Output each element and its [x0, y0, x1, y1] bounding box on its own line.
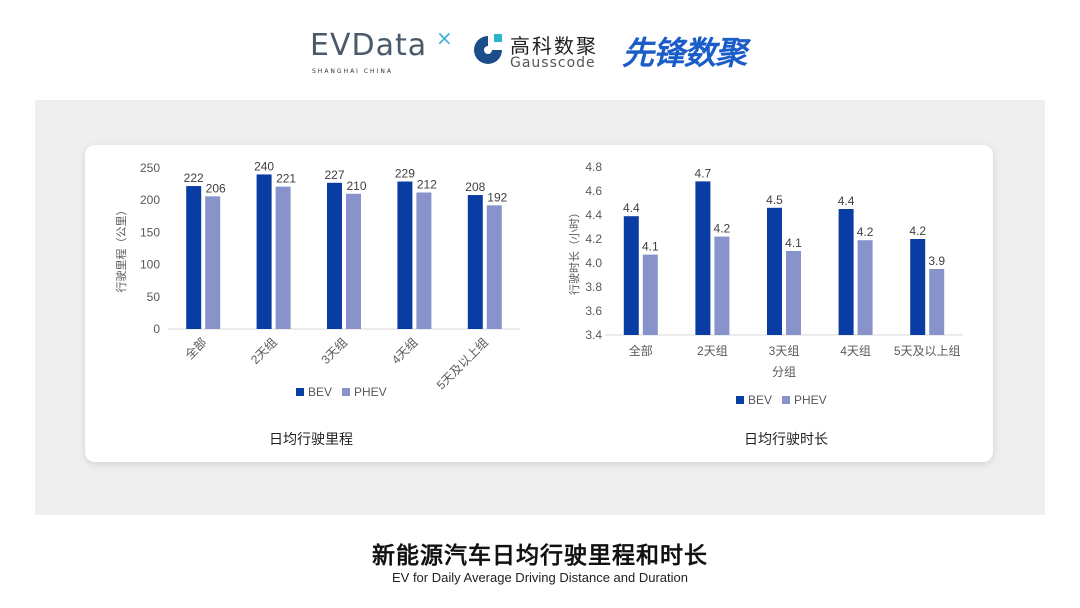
data-label-bev: 4.7: [695, 166, 712, 180]
bar-phev: [486, 205, 502, 329]
page-subtitle: EV for Daily Average Driving Distance an…: [391, 570, 689, 585]
bar-phev: [275, 186, 291, 329]
data-label-phev: 4.2: [714, 222, 731, 236]
legend-label-phev: PHEV: [354, 385, 387, 399]
bar-phev: [642, 254, 658, 335]
bar-phev: [205, 196, 221, 329]
bar-phev: [786, 251, 801, 335]
x-tick-label: 4天组: [389, 335, 421, 367]
legend-label-bev: BEV: [748, 393, 772, 407]
data-label-bev: 208: [465, 180, 485, 194]
data-label-phev: 212: [417, 177, 437, 191]
data-label-phev: 4.2: [857, 225, 874, 239]
gausscode-cn: 高科数聚: [510, 34, 598, 58]
bar-bev: [623, 216, 639, 335]
bar-bev: [767, 207, 782, 335]
legend-swatch-bev: [736, 396, 744, 404]
data-label-bev: 229: [395, 167, 415, 181]
y-tick-label: 3.6: [585, 304, 602, 318]
bar-phev: [346, 193, 361, 329]
bar-bev: [327, 182, 342, 329]
evdata-logo-sub: SHANGHAI CHINA: [312, 68, 393, 75]
bar-bev: [256, 174, 272, 329]
y-tick-label: 4.2: [585, 232, 602, 246]
x-tick-label: 5天及以上组: [434, 335, 491, 392]
y-tick-label: 4.0: [585, 256, 602, 270]
xianfeng-logo: 先锋数聚: [622, 28, 747, 74]
data-label-bev: 4.4: [838, 194, 855, 208]
bar-bev: [467, 195, 483, 329]
chart-title-distance: 日均行驶里程: [269, 432, 353, 448]
data-label-bev: 222: [184, 171, 204, 185]
data-label-bev: 4.2: [909, 224, 926, 238]
x-tick-label: 2天组: [697, 344, 728, 358]
evdata-logo: EVData × SHANGHAI CHINA: [310, 26, 455, 76]
legend-swatch-phev: [782, 396, 790, 404]
x-tick-label: 3天组: [319, 335, 351, 367]
data-label-phev: 192: [487, 190, 507, 204]
y-axis-label: 行驶时长（小时）: [567, 207, 581, 295]
x-axis-label: 分组: [772, 365, 796, 379]
y-axis-label: 行驶里程（公里）: [114, 205, 128, 293]
y-tick-label: 150: [140, 225, 160, 239]
data-label-phev: 4.1: [642, 240, 659, 254]
data-label-phev: 206: [206, 181, 226, 195]
legend-swatch-bev: [296, 388, 304, 396]
data-label-bev: 240: [254, 159, 274, 173]
y-tick-label: 4.8: [585, 160, 602, 174]
gausscode-mark-icon: [474, 34, 502, 64]
x-tick-label: 全部: [629, 343, 653, 358]
legend-swatch-phev: [342, 388, 350, 396]
bar-bev: [910, 239, 926, 335]
data-label-bev: 4.4: [623, 201, 640, 215]
y-tick-label: 3.4: [585, 328, 602, 342]
data-label-phev: 3.9: [928, 254, 945, 268]
gausscode-en: Gausscode: [510, 55, 596, 71]
legend-label-bev: BEV: [308, 385, 332, 399]
y-tick-label: 50: [147, 290, 161, 304]
x-tick-label: 3天组: [769, 344, 800, 358]
y-tick-label: 4.4: [585, 208, 602, 222]
evdata-x-icon: ×: [436, 26, 453, 50]
bar-bev: [397, 181, 413, 329]
bar-phev: [929, 269, 945, 335]
y-tick-label: 0: [153, 322, 160, 336]
evdata-logo-text: EVData: [310, 28, 428, 63]
y-tick-label: 4.6: [585, 184, 602, 198]
xianfeng-logo-text: 先锋数聚: [622, 34, 747, 72]
gausscode-logo: 高科数聚 Gausscode: [470, 30, 610, 74]
data-label-bev: 227: [324, 168, 344, 182]
x-tick-label: 4天组: [840, 344, 871, 358]
y-tick-label: 3.8: [585, 280, 602, 294]
x-tick-label: 5天及以上组: [894, 344, 961, 358]
data-label-phev: 221: [276, 172, 296, 186]
bar-bev: [838, 209, 854, 335]
y-tick-label: 200: [140, 193, 160, 207]
x-tick-label: 全部: [182, 335, 210, 363]
data-label-bev: 4.5: [766, 193, 783, 207]
logo-bar: EVData × SHANGHAI CHINA 高科数聚 Gausscode 先…: [0, 24, 1080, 76]
bar-bev: [695, 181, 711, 335]
bar-phev: [714, 236, 730, 335]
data-label-phev: 210: [346, 179, 366, 193]
x-tick-label: 2天组: [248, 335, 280, 367]
legend-label-phev: PHEV: [794, 393, 827, 407]
chart-title-duration: 日均行驶时长: [744, 432, 828, 448]
page-title: 新能源汽车日均行驶里程和时长: [372, 543, 708, 569]
data-label-phev: 4.1: [785, 236, 802, 250]
bar-phev: [416, 192, 432, 329]
y-tick-label: 100: [140, 258, 160, 272]
y-tick-label: 250: [140, 161, 160, 175]
bar-phev: [857, 240, 873, 335]
bar-bev: [186, 186, 202, 329]
